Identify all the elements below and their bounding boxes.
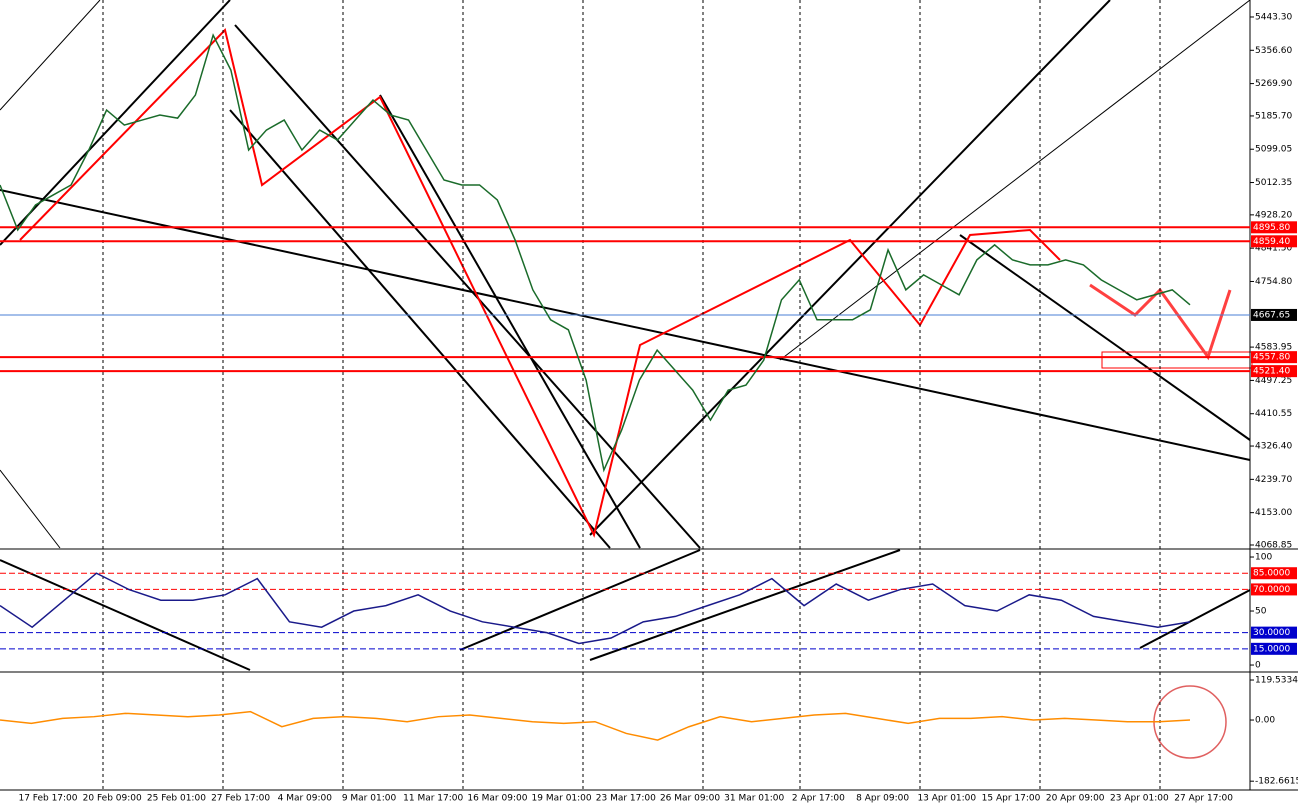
level-label: 70.0000 xyxy=(1253,585,1290,595)
y-tick-label: 4497.25 xyxy=(1255,376,1292,386)
y-tick-label: 4928.20 xyxy=(1255,210,1292,220)
level-label-box xyxy=(1251,308,1297,321)
level-label-box xyxy=(1251,626,1297,639)
y-tick-label: 5356.60 xyxy=(1255,46,1292,56)
level-label: 85.0000 xyxy=(1253,569,1290,579)
series-line xyxy=(0,572,1191,645)
x-tick-label: 23 Mar 17:00 xyxy=(596,794,656,804)
series-line xyxy=(0,710,1191,741)
level-label: 4557.80 xyxy=(1253,353,1290,363)
level-label-box xyxy=(1251,642,1297,655)
x-tick-label: 8 Apr 09:00 xyxy=(856,794,909,804)
trendline xyxy=(229,109,611,549)
x-tick-label: 15 Apr 17:00 xyxy=(982,794,1041,804)
trendline xyxy=(589,0,1111,536)
x-tick-label: 27 Apr 17:00 xyxy=(1174,794,1233,804)
level-label: 15.0000 xyxy=(1253,644,1290,654)
y-tick-label: 4068.85 xyxy=(1255,540,1292,550)
y-tick-label: 50 xyxy=(1255,607,1267,617)
level-label: 4859.40 xyxy=(1253,237,1290,247)
trendline xyxy=(0,189,1251,461)
trendlines xyxy=(0,0,1251,671)
y-tick-label: 5185.70 xyxy=(1255,111,1292,121)
zigzag-line xyxy=(19,28,1061,538)
x-tick-label: 23 Apr 01:00 xyxy=(1110,794,1169,804)
x-tick-label: 25 Feb 01:00 xyxy=(147,794,206,804)
level-label-box xyxy=(1251,351,1297,364)
x-tick-label: 20 Feb 09:00 xyxy=(83,794,142,804)
trendline xyxy=(0,0,101,111)
trendline xyxy=(0,559,251,671)
y-tick-label: 4410.55 xyxy=(1255,409,1292,419)
y-tick-label: 4239.70 xyxy=(1255,475,1292,485)
y-tick-label: 4841.50 xyxy=(1255,244,1292,254)
trendline xyxy=(379,94,641,549)
y-tick-label: 0.00 xyxy=(1255,716,1275,726)
x-tick-label: 2 Apr 17:00 xyxy=(792,794,845,804)
x-tick-label: 17 Feb 17:00 xyxy=(18,794,77,804)
level-label-box xyxy=(1251,365,1297,378)
x-tick-label: 27 Feb 17:00 xyxy=(211,794,270,804)
y-tick-label: 4583.95 xyxy=(1255,343,1292,353)
y-tick-label: 119.5334 xyxy=(1255,676,1298,686)
trendline xyxy=(0,469,61,549)
level-label-box xyxy=(1251,583,1297,596)
level-label: 4895.80 xyxy=(1253,223,1290,233)
trendline xyxy=(959,234,1251,441)
level-label-box xyxy=(1251,221,1297,234)
trendline xyxy=(459,549,701,651)
y-tick-label: 0 xyxy=(1255,661,1261,671)
x-tick-label: 26 Mar 09:00 xyxy=(660,794,720,804)
x-tick-label: 11 Mar 17:00 xyxy=(403,794,463,804)
y-tick-label: -182.6615 xyxy=(1255,777,1298,787)
x-tick-label: 31 Mar 01:00 xyxy=(724,794,784,804)
level-label: 30.0000 xyxy=(1253,628,1290,638)
y-tick-label: 5012.35 xyxy=(1255,178,1292,188)
y-tick-label: 100 xyxy=(1255,553,1272,563)
y-tick-label: 5443.30 xyxy=(1255,12,1292,22)
series-line xyxy=(0,33,1191,473)
y-tick-label: 4754.80 xyxy=(1255,277,1292,287)
level-label-box xyxy=(1251,235,1297,248)
trendline xyxy=(1139,589,1251,649)
y-tick-label: 5269.90 xyxy=(1255,79,1292,89)
x-tick-label: 4 Mar 09:00 xyxy=(278,794,333,804)
y-tick-label: 5099.05 xyxy=(1255,145,1292,155)
trendline xyxy=(779,0,1251,361)
x-tick-label: 13 Apr 01:00 xyxy=(917,794,976,804)
x-tick-label: 20 Apr 09:00 xyxy=(1046,794,1105,804)
x-tick-label: 9 Mar 01:00 xyxy=(342,794,397,804)
y-tick-label: 4153.00 xyxy=(1255,508,1292,518)
x-tick-label: 16 Mar 09:00 xyxy=(467,794,527,804)
level-label-box xyxy=(1251,567,1297,580)
y-tick-label: 4326.40 xyxy=(1255,442,1292,452)
level-label: 4521.40 xyxy=(1253,367,1290,377)
trendline xyxy=(234,24,701,549)
x-tick-label: 19 Mar 01:00 xyxy=(532,794,592,804)
level-label: 4667.65 xyxy=(1253,310,1290,320)
trendline xyxy=(589,549,901,661)
